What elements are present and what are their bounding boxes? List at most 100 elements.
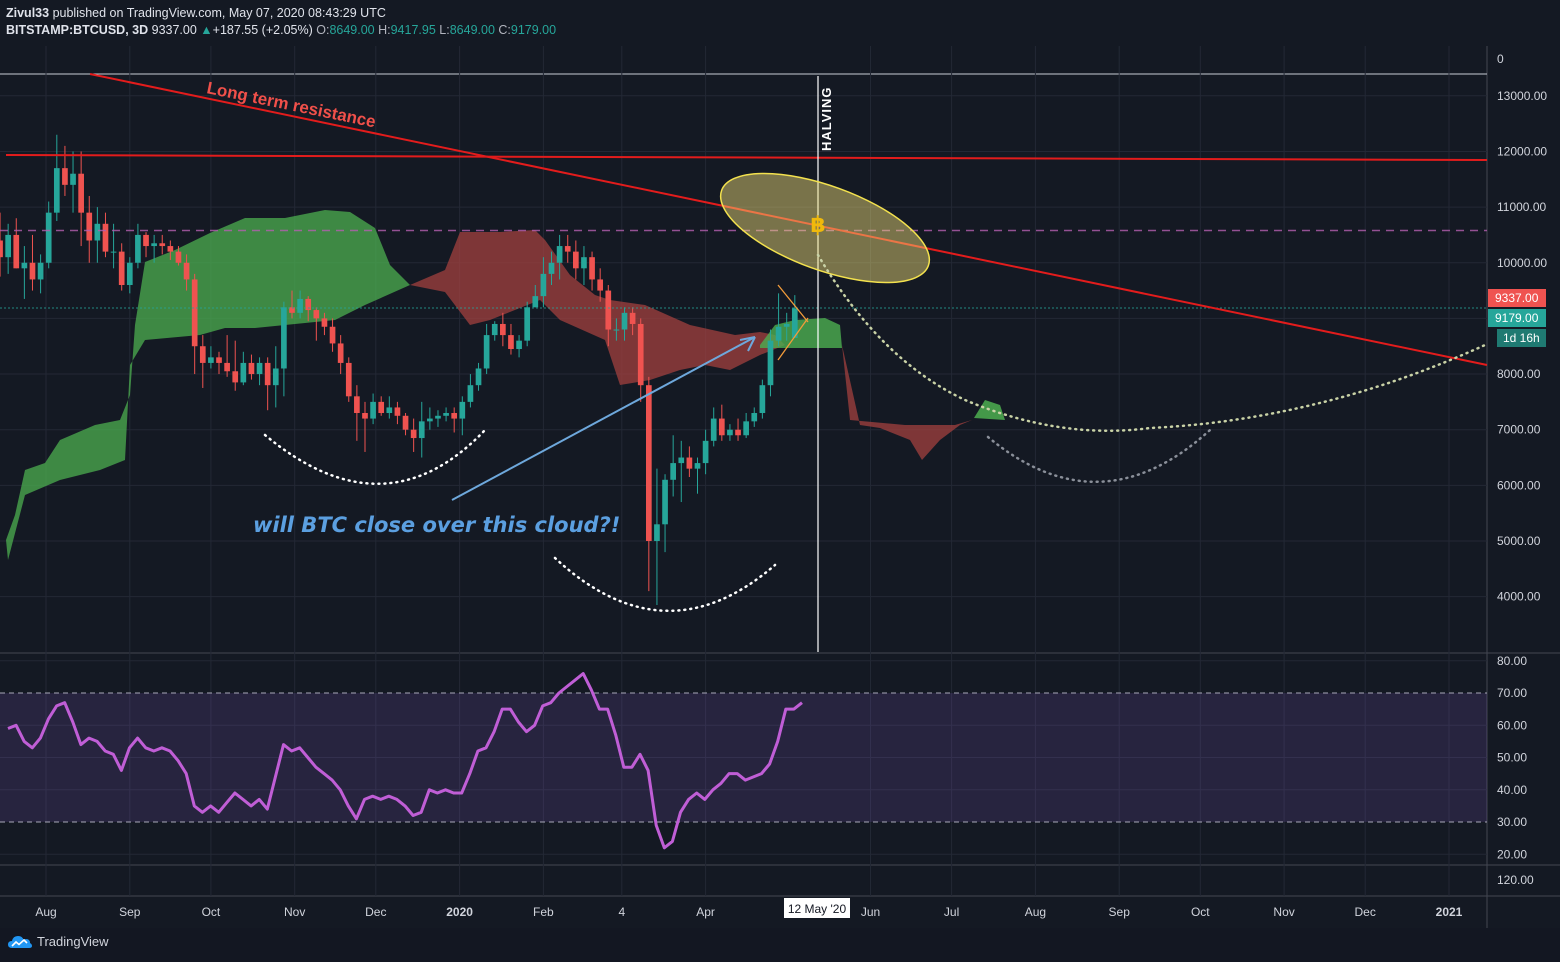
candle-body bbox=[53, 168, 60, 213]
candle-body bbox=[500, 323, 506, 336]
published-text: published on TradingView.com, May 07, 20… bbox=[52, 6, 386, 20]
time-tick-label: Sep bbox=[119, 905, 141, 919]
candle bbox=[86, 195, 93, 263]
candle bbox=[573, 240, 579, 280]
candle bbox=[451, 407, 458, 433]
cursor-date-badge bbox=[784, 898, 850, 918]
author-name[interactable]: Zivul33 bbox=[6, 6, 50, 20]
candle-body bbox=[175, 251, 182, 263]
candle bbox=[735, 418, 741, 441]
candle bbox=[654, 468, 660, 605]
candle bbox=[240, 351, 247, 386]
candle-body bbox=[654, 524, 660, 541]
candle bbox=[702, 429, 709, 475]
candle-body bbox=[621, 312, 628, 330]
rsi-band bbox=[0, 693, 1487, 822]
countdown-badge bbox=[1497, 329, 1546, 347]
candle bbox=[94, 207, 101, 263]
candle bbox=[621, 307, 628, 341]
price-tick-label: 10000.00 bbox=[1497, 256, 1547, 270]
time-tick-label: Apr bbox=[696, 905, 715, 919]
tradingview-logo[interactable]: TradingView bbox=[8, 934, 109, 949]
candle-body bbox=[767, 340, 774, 386]
candle-body bbox=[167, 246, 174, 252]
symbol-name[interactable]: BITSTAMP:BTCUSD, 3D bbox=[6, 23, 149, 37]
candle bbox=[467, 374, 474, 408]
candle-body bbox=[354, 396, 360, 414]
time-tick-label: Oct bbox=[202, 905, 221, 919]
price-tick-label: 12000.00 bbox=[1497, 144, 1547, 158]
candle bbox=[394, 401, 401, 425]
candle-body bbox=[573, 251, 579, 269]
candle bbox=[727, 424, 733, 441]
time-tick-label: Aug bbox=[1025, 905, 1046, 919]
rsi-tick-label: 30.00 bbox=[1497, 815, 1527, 829]
time-tick-label: Aug bbox=[35, 905, 56, 919]
rsi-tick-label: 70.00 bbox=[1497, 686, 1527, 700]
time-tick-label: 2021 bbox=[1436, 905, 1463, 919]
candle-body bbox=[710, 418, 717, 441]
rsi-pane: 80.00 70.00 60.00 50.00 40.00 30.00 20.00 bbox=[0, 654, 1527, 861]
close-price-badge bbox=[1488, 309, 1546, 327]
candle bbox=[589, 251, 595, 291]
candle-body bbox=[694, 463, 701, 469]
open-label: O: bbox=[316, 23, 330, 37]
candle-body bbox=[743, 421, 749, 436]
price-tick-label: 13000.00 bbox=[1497, 89, 1547, 103]
dotted-arc bbox=[263, 428, 487, 485]
candle-body bbox=[394, 407, 401, 416]
candle-body bbox=[532, 296, 539, 308]
up-arrow-icon: ▲ bbox=[200, 23, 213, 37]
candle bbox=[548, 251, 555, 286]
candle bbox=[337, 335, 344, 375]
candle bbox=[151, 234, 157, 263]
candle bbox=[159, 234, 166, 255]
candle bbox=[613, 318, 620, 341]
candle bbox=[256, 357, 263, 386]
last-value: 9337.00 bbox=[151, 23, 197, 37]
candle-body bbox=[45, 212, 52, 263]
chart-canvas[interactable]: Long term resistance HALVING฿will BTC clo… bbox=[0, 0, 1560, 928]
arrow-head-icon bbox=[739, 336, 756, 352]
candle-body bbox=[564, 246, 571, 252]
candle bbox=[313, 307, 320, 341]
candle-body bbox=[272, 368, 279, 386]
candle-body bbox=[467, 385, 474, 402]
time-tick-label: Feb bbox=[533, 905, 554, 919]
rsi-tick-label: 50.00 bbox=[1497, 751, 1527, 765]
candle-body bbox=[775, 326, 782, 341]
candle bbox=[662, 474, 668, 553]
candle bbox=[208, 346, 214, 369]
candle bbox=[605, 285, 612, 347]
candle bbox=[775, 293, 782, 347]
candle-body bbox=[232, 371, 239, 383]
candle-body bbox=[321, 318, 328, 327]
candle-body bbox=[418, 421, 425, 439]
candle bbox=[45, 201, 52, 269]
cursor-date-label: 12 May '20 bbox=[788, 902, 847, 916]
candle-body bbox=[135, 234, 141, 263]
dotted-arc bbox=[553, 556, 777, 613]
time-tick-label: Dec bbox=[365, 905, 386, 919]
candle bbox=[126, 257, 133, 294]
candle-body bbox=[459, 401, 466, 419]
candle bbox=[135, 223, 141, 269]
candle bbox=[629, 307, 636, 336]
candle-body bbox=[21, 262, 28, 269]
candle bbox=[70, 151, 76, 213]
candle-body bbox=[589, 257, 595, 280]
candle bbox=[5, 223, 11, 274]
question-annotation: will BTC close over this cloud?! bbox=[253, 513, 620, 537]
candle-body bbox=[264, 362, 271, 386]
candle-body bbox=[613, 329, 620, 331]
candle bbox=[102, 212, 109, 258]
candle-body bbox=[508, 335, 514, 350]
candle-body bbox=[0, 240, 3, 258]
long-term-resistance-line bbox=[89, 73, 1488, 366]
candle-body bbox=[199, 346, 206, 363]
candle-body bbox=[94, 223, 101, 241]
candle bbox=[305, 296, 312, 322]
candle-body bbox=[5, 234, 11, 258]
candle bbox=[694, 457, 701, 494]
candle-body bbox=[337, 343, 344, 363]
